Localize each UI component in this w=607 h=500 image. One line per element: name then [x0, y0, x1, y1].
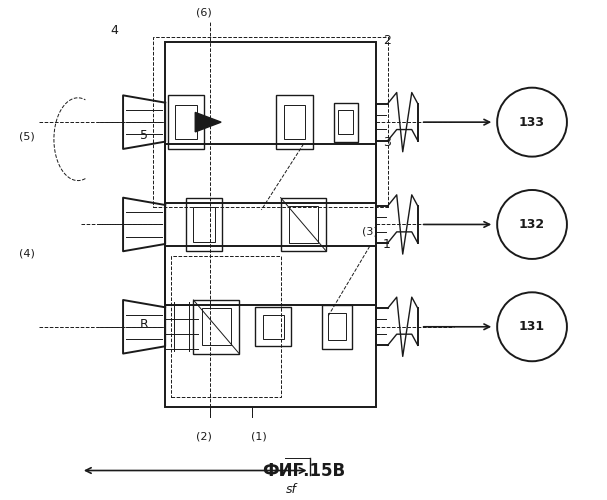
Bar — [334, 102, 358, 142]
Text: 1: 1 — [383, 238, 391, 252]
Bar — [328, 313, 345, 340]
Text: (5): (5) — [19, 132, 35, 142]
Bar — [256, 308, 291, 346]
Bar — [165, 144, 376, 305]
Bar — [194, 300, 239, 354]
Bar — [168, 96, 205, 149]
Ellipse shape — [497, 292, 567, 362]
Bar — [175, 105, 197, 139]
Text: ФИГ.15В: ФИГ.15В — [262, 462, 345, 480]
Bar — [165, 42, 376, 202]
Bar — [289, 206, 318, 243]
Bar — [186, 198, 222, 252]
Text: 131: 131 — [519, 320, 545, 334]
Text: (1): (1) — [251, 432, 266, 442]
Text: (3): (3) — [362, 226, 378, 236]
Text: 4: 4 — [110, 24, 118, 37]
Bar — [202, 308, 231, 346]
Ellipse shape — [497, 190, 567, 259]
Ellipse shape — [497, 88, 567, 156]
Bar — [280, 198, 327, 252]
Bar — [194, 208, 215, 242]
Text: (2): (2) — [196, 432, 212, 442]
Text: 133: 133 — [519, 116, 545, 128]
Text: 3: 3 — [383, 136, 391, 149]
Text: sf: sf — [286, 482, 297, 496]
Text: (6): (6) — [197, 8, 212, 18]
Bar — [276, 96, 313, 149]
Text: (4): (4) — [19, 248, 35, 258]
Polygon shape — [195, 112, 221, 132]
Bar — [153, 37, 388, 207]
Text: 132: 132 — [519, 218, 545, 231]
Bar — [263, 314, 284, 339]
Text: 2: 2 — [383, 34, 391, 46]
Bar — [283, 105, 305, 139]
Bar — [165, 246, 376, 407]
Text: 5: 5 — [140, 128, 148, 141]
Bar — [171, 256, 280, 398]
Text: R: R — [140, 318, 149, 331]
Bar — [322, 305, 351, 348]
Bar — [338, 110, 353, 134]
